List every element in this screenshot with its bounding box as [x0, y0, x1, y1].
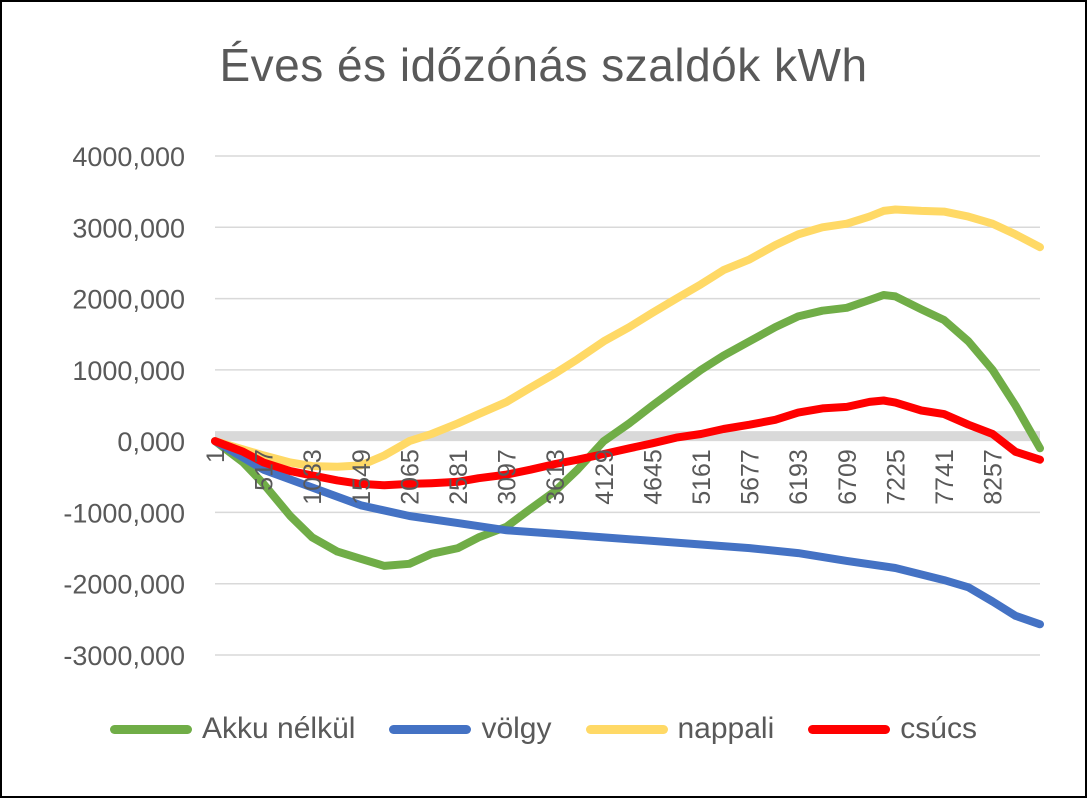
- x-tick-label: 6193: [785, 449, 813, 505]
- series-line-2: [211, 205, 1044, 471]
- y-tick-label: -1000,000: [63, 498, 185, 528]
- x-axis-line: [215, 431, 1040, 442]
- x-tick-label: 3097: [494, 449, 522, 505]
- y-tick-label: 0,000: [117, 427, 185, 457]
- x-tick-label: 5677: [737, 449, 765, 505]
- y-tick-label: 4000,000: [72, 142, 185, 172]
- x-tick-label: 4645: [639, 449, 667, 505]
- y-axis-ticks: 4000,000 3000,000 2000,000 1000,000 0,000 -10…: [63, 142, 185, 671]
- legend: Akku nélkül völgy nappali csúcs: [0, 712, 1087, 746]
- legend-item: völgy: [389, 712, 552, 746]
- legend-swatch: [808, 724, 891, 734]
- zero-axis-band: [215, 431, 1040, 442]
- chart-title: Éves és időzónás szaldók kWh: [219, 39, 868, 91]
- x-tick-label: 2065: [396, 449, 424, 505]
- legend-swatch: [585, 724, 668, 734]
- legend-swatch: [110, 724, 193, 734]
- x-tick-label: 6709: [834, 449, 862, 505]
- series-line-1: [211, 437, 1044, 629]
- x-tick-label: 3613: [542, 449, 570, 505]
- y-tick-label: -3000,000: [63, 641, 185, 671]
- series-line-3: [211, 396, 1044, 490]
- x-tick-label: 7225: [882, 449, 910, 505]
- x-axis-ticks: 1 517 1033 1549 2065 2581 3097 3613 4129 4645 5161…: [202, 449, 1008, 505]
- x-tick-label: 8257: [980, 449, 1008, 505]
- x-tick-label: 4129: [591, 449, 619, 505]
- x-tick-label: 2581: [445, 449, 473, 505]
- series-lines: [211, 205, 1044, 629]
- x-tick-label: 517: [251, 449, 279, 491]
- y-tick-label: 3000,000: [72, 213, 185, 243]
- y-tick-label: 1000,000: [72, 356, 185, 386]
- x-tick-label: 1549: [348, 449, 376, 505]
- legend-swatch: [389, 724, 472, 734]
- x-tick-label: 1033: [299, 449, 327, 505]
- x-tick-label: 7741: [931, 449, 959, 505]
- y-tick-label: 2000,000: [72, 285, 185, 315]
- legend-label: Akku nélkül: [202, 712, 356, 745]
- legend-label: csúcs: [900, 712, 977, 745]
- y-tick-label: -2000,000: [63, 570, 185, 600]
- legend-label: nappali: [677, 712, 775, 745]
- series-line-0: [211, 291, 1044, 570]
- x-tick-label: 1: [202, 449, 230, 463]
- legend-label: völgy: [481, 712, 552, 745]
- legend-item: csúcs: [808, 712, 977, 746]
- legend-item: Akku nélkül: [110, 712, 355, 746]
- legend-item: nappali: [585, 712, 775, 746]
- x-tick-label: 5161: [688, 449, 716, 505]
